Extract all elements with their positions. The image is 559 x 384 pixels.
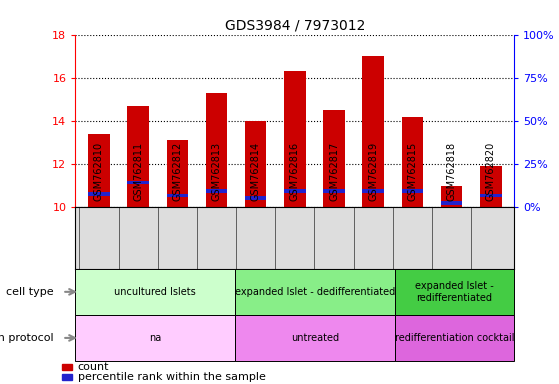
Bar xyxy=(88,192,110,196)
Bar xyxy=(127,180,149,184)
Bar xyxy=(480,194,501,197)
Title: GDS3984 / 7973012: GDS3984 / 7973012 xyxy=(225,18,365,32)
Bar xyxy=(284,189,306,193)
Bar xyxy=(245,196,267,200)
Text: cell type: cell type xyxy=(6,287,54,297)
Bar xyxy=(441,201,462,205)
Bar xyxy=(88,134,110,207)
Bar xyxy=(323,110,345,207)
Bar xyxy=(75,269,235,315)
Bar xyxy=(401,117,423,207)
Bar xyxy=(206,189,228,193)
Bar xyxy=(245,121,267,207)
Bar xyxy=(395,315,514,361)
Text: redifferentiation cocktail: redifferentiation cocktail xyxy=(395,333,514,343)
Bar xyxy=(480,166,501,207)
Text: count: count xyxy=(78,362,110,372)
Text: percentile rank within the sample: percentile rank within the sample xyxy=(78,372,266,382)
Bar xyxy=(235,315,395,361)
Text: na: na xyxy=(149,333,162,343)
Text: expanded Islet - dedifferentiated: expanded Islet - dedifferentiated xyxy=(235,287,395,297)
Bar xyxy=(61,374,72,380)
Text: untreated: untreated xyxy=(291,333,339,343)
Bar xyxy=(235,269,395,315)
Bar xyxy=(127,106,149,207)
Bar xyxy=(395,269,514,315)
Bar xyxy=(75,315,235,361)
Bar xyxy=(401,189,423,193)
Bar xyxy=(61,364,72,370)
Bar xyxy=(167,141,188,207)
Bar xyxy=(323,189,345,193)
Bar xyxy=(362,189,384,193)
Bar xyxy=(206,93,228,207)
Text: expanded Islet -
redifferentiated: expanded Islet - redifferentiated xyxy=(415,281,494,303)
Text: uncultured Islets: uncultured Islets xyxy=(115,287,196,297)
Bar xyxy=(362,56,384,207)
Bar xyxy=(284,71,306,207)
Text: growth protocol: growth protocol xyxy=(0,333,54,343)
Bar xyxy=(441,186,462,207)
Bar xyxy=(167,194,188,197)
